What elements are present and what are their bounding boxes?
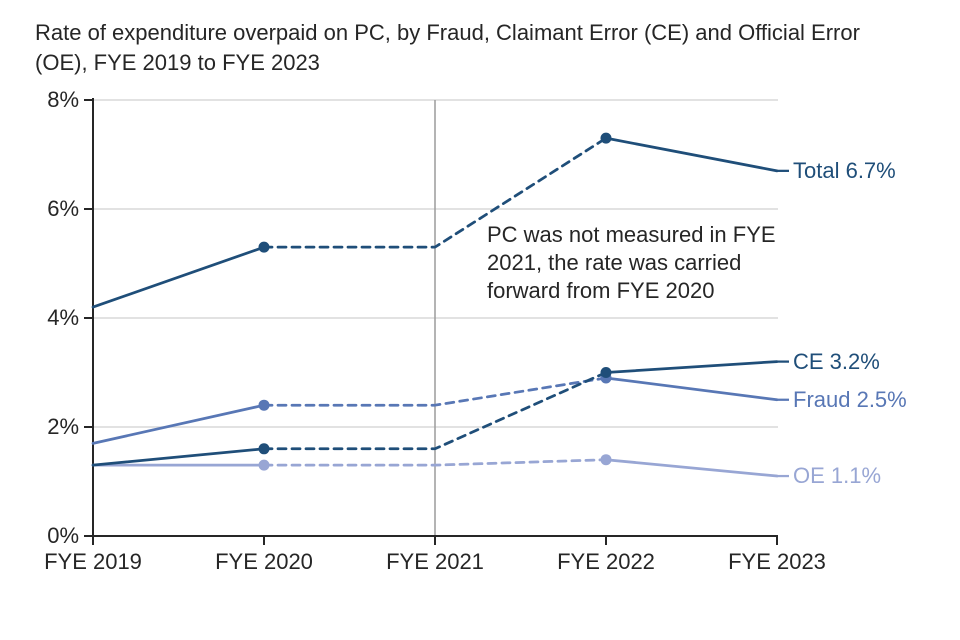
y-axis-label-0pct: 0% [47,523,79,548]
y-axis-label-2pct: 2% [47,414,79,439]
chart-title: Rate of expenditure overpaid on PC, by F… [35,20,860,75]
y-axis-label-4pct: 4% [47,305,79,330]
x-axis-label-fye-2020: FYE 2020 [215,549,313,574]
ce-line-solid-end [604,360,779,374]
x-axis-label-fye-2019: FYE 2019 [44,549,142,574]
ce-line-dashed-carried-forward [262,371,608,451]
x-axis-label-fye-2021: FYE 2021 [386,549,484,574]
total-line-solid-end [604,136,779,173]
chart-annotation: PC was not measured in FYE 2021, the rat… [487,222,776,303]
series-label-fraud: Fraud 2.5% [793,386,907,412]
total-marker-fye-2022 [600,132,612,144]
oe-line-solid-end [604,458,779,478]
oe-marker-fye-2020 [258,459,270,471]
x-axis-label-fye-2023: FYE 2023 [728,549,826,574]
y-axis-label-6pct: 6% [47,196,79,221]
fraud-line-solid-start [91,403,266,445]
oe-line-dashed-carried-forward [262,458,608,467]
oe-marker-fye-2022 [600,454,612,466]
fraud-marker-fye-2020 [258,399,270,411]
series-label-ce: CE 3.2% [793,348,880,374]
y-axis-label-8pct: 8% [47,87,79,112]
total-line-solid-start [91,245,266,309]
x-axis-label-fye-2022: FYE 2022 [557,549,655,574]
fraud-line-dashed-carried-forward [262,376,608,407]
ce-marker-fye-2022 [600,367,612,378]
fraud-line-solid-end [604,376,779,402]
ce-line-solid-start [91,447,266,467]
total-marker-fye-2020 [258,241,270,253]
ce-marker-fye-2020 [258,443,270,455]
series-label-total: Total 6.7% [793,157,896,183]
total-line-dashed-carried-forward [262,136,608,249]
series-label-oe: OE 1.1% [793,463,882,489]
